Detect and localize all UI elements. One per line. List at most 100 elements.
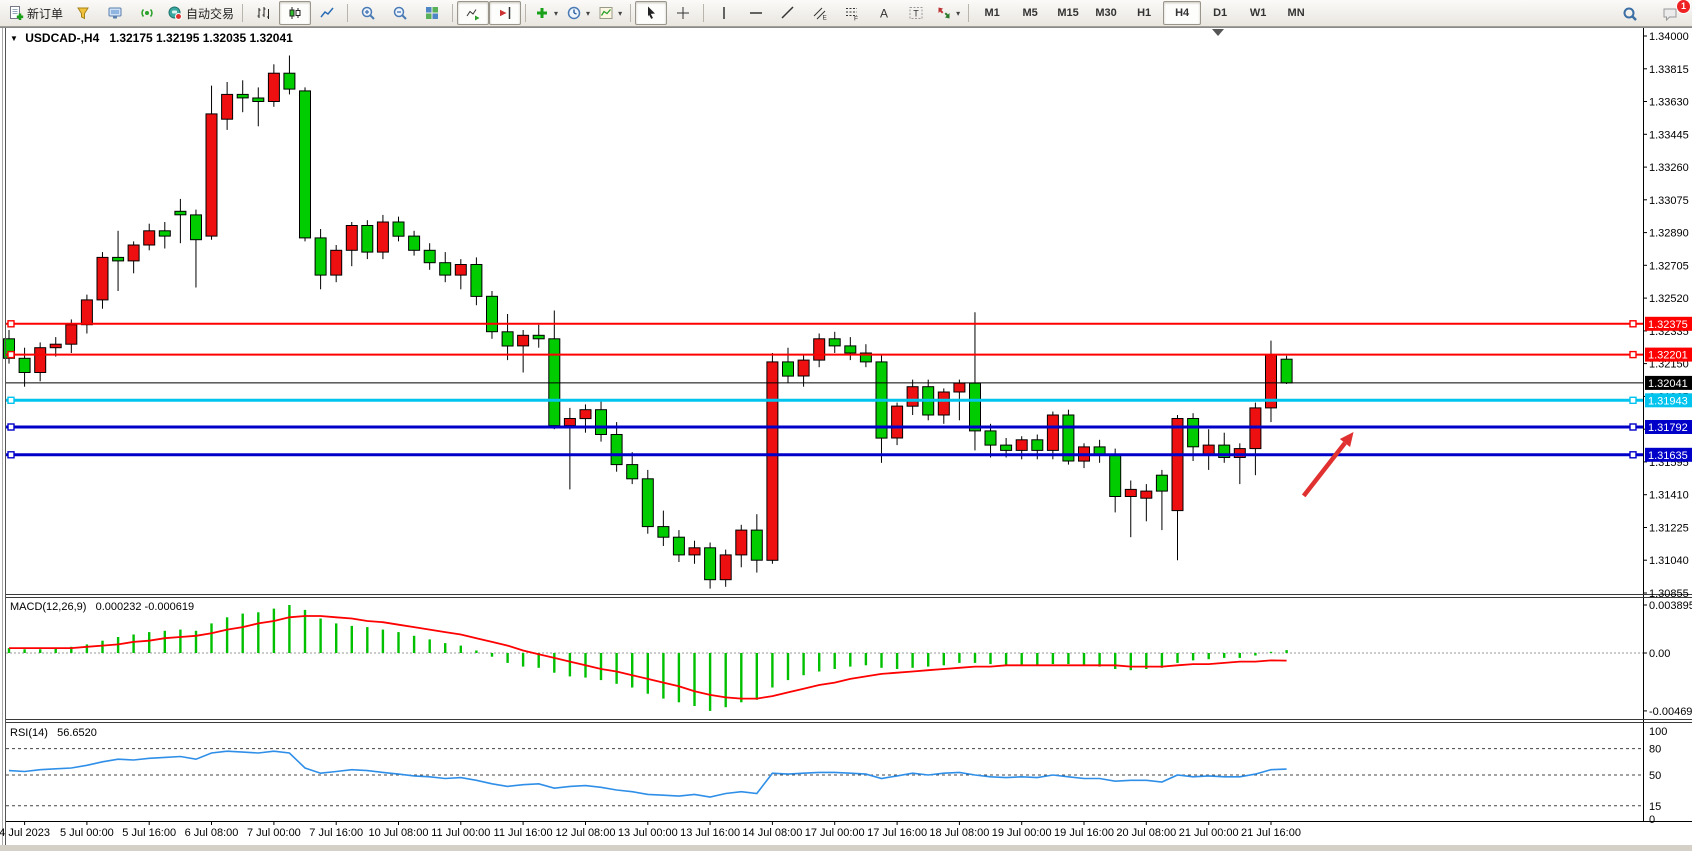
svg-text:11 Jul 16:00: 11 Jul 16:00 [494,827,553,839]
svg-text:F: F [854,16,858,22]
crosshair-icon [677,7,690,19]
indicators-button[interactable]: ▾ [530,1,562,25]
svg-text:18 Jul 08:00: 18 Jul 08:00 [929,827,989,839]
svg-text:1.31943: 1.31943 [1648,395,1688,407]
cone-icon [77,7,89,20]
svg-text:E: E [823,15,828,22]
horizontal-line-objects[interactable] [6,320,1643,459]
svg-text:6 Jul 08:00: 6 Jul 08:00 [185,827,239,839]
arrows-button[interactable]: ▾ [932,1,964,25]
autotrading-button[interactable]: 自动交易 [163,1,238,25]
notifications-button[interactable]: 1 [1654,0,1691,26]
svg-text:0.00: 0.00 [1649,648,1670,660]
timeframe-M15-button[interactable]: M15 [1057,7,1079,19]
zoom-in-icon [361,6,375,20]
svg-text:1.31225: 1.31225 [1649,523,1689,535]
templates-button[interactable]: ▾ [594,1,626,25]
timeframe-H4-button[interactable]: H4 [1163,1,1202,25]
svg-text:19 Jul 16:00: 19 Jul 16:00 [1054,827,1114,839]
shift-icon [500,7,511,19]
macd-pane-label: MACD(12,26,9) 0.000232 -0.000619 [10,601,194,613]
signals-button[interactable] [131,1,163,25]
candles-icon [289,7,301,19]
candlestick-mode-button[interactable] [279,1,312,25]
trend-arrow-annotation[interactable] [1301,431,1354,498]
pane-borders [0,27,1692,845]
svg-text:11 Jul 00:00: 11 Jul 00:00 [431,827,490,839]
svg-text:19 Jul 00:00: 19 Jul 00:00 [992,827,1052,839]
svg-text:5 Jul 00:00: 5 Jul 00:00 [60,827,114,839]
timeframe-M30-button[interactable]: M30 [1095,7,1117,19]
text-button[interactable]: A [868,1,900,25]
rsi-pane-label: RSI(14) 56.6520 [10,727,97,739]
cursor-icon [648,6,656,19]
dropdown-caret-icon: ▾ [586,8,591,18]
timeframe-MN-button[interactable]: MN [1287,7,1305,19]
svg-text:100: 100 [1649,726,1667,738]
vertical-line-button[interactable] [708,1,740,25]
timeframe-M1-button[interactable]: M1 [984,7,1000,19]
svg-text:15: 15 [1649,801,1661,813]
chart-shift-button[interactable] [489,1,522,25]
line-icon [320,7,334,18]
autoscroll-icon [466,9,480,21]
svg-text:1.33630: 1.33630 [1649,97,1689,109]
auto-scroll-button[interactable] [457,1,490,25]
text-label-button[interactable]: T [900,1,932,25]
svg-text:1.33815: 1.33815 [1649,64,1689,76]
rsi-line [8,750,1287,798]
chart-profile-button[interactable] [99,1,131,25]
svg-text:5 Jul 16:00: 5 Jul 16:00 [122,827,176,839]
svg-text:1.32201: 1.32201 [1648,350,1688,362]
macd-indicator-values: 0.000232 -0.000619 [95,601,195,613]
horizontal-line-button[interactable] [740,1,772,25]
zoom-out-icon [393,6,407,20]
svg-text:1.33075: 1.33075 [1649,195,1689,207]
text-a-icon: A [880,7,888,21]
svg-text:1.32041: 1.32041 [1648,378,1688,390]
svg-text:20 Jul 08:00: 20 Jul 08:00 [1116,827,1176,839]
zoom-out-button[interactable] [384,1,416,25]
chart-window-title: ▼ USDCAD-,H4 1.32175 1.32195 1.32035 1.3… [10,31,293,45]
arrows-icon [938,7,950,19]
periods-button[interactable]: ▾ [562,1,594,25]
chart-shift-marker[interactable] [1212,29,1224,36]
svg-text:12 Jul 08:00: 12 Jul 08:00 [556,827,616,839]
toolbar-separator [630,4,632,22]
svg-text:13 Jul 16:00: 13 Jul 16:00 [680,827,740,839]
macd-indicator-name: MACD(12,26,9) [10,601,87,613]
svg-text:1.31635: 1.31635 [1648,450,1688,462]
svg-text:10 Jul 08:00: 10 Jul 08:00 [369,827,429,839]
tile-windows-button[interactable] [416,1,448,25]
line-chart-mode-button[interactable] [311,1,343,25]
timeframe-W1-button[interactable]: W1 [1249,7,1267,19]
equidistant-channel-button[interactable]: E [804,1,836,25]
zoom-in-button[interactable] [352,1,384,25]
svg-text:50: 50 [1649,770,1661,782]
svg-text:21 Jul 16:00: 21 Jul 16:00 [1241,827,1301,839]
crosshair-button[interactable] [667,1,699,25]
rsi-pane: 100 80 50 150 [6,726,1667,826]
timeframe-D1-button[interactable]: D1 [1213,7,1228,19]
cursor-button[interactable] [635,1,668,25]
svg-text:1.32890: 1.32890 [1649,228,1689,240]
new-order-button[interactable]: 新订单 [4,1,67,25]
timeframe-H1-button[interactable]: H1 [1137,7,1152,19]
search-button[interactable] [1614,2,1646,26]
styler-button[interactable] [67,1,99,25]
svg-text:1.32375: 1.32375 [1648,319,1688,331]
trendline-button[interactable] [772,1,804,25]
price-line-badges: 1.32375 1.32201 1.32041 1.31943 1.31792 1.316… [1645,316,1692,462]
svg-text:17 Jul 00:00: 17 Jul 00:00 [805,827,865,839]
template-icon [599,7,613,19]
bar-chart-mode-button[interactable] [247,1,279,25]
fibonacci-button[interactable]: F [836,1,868,25]
svg-text:0.003895: 0.003895 [1649,600,1692,612]
timeframe-M5-button[interactable]: M5 [1022,7,1038,19]
main-toolbar: 新订单 自动交易 ▾ ▾ ▾ E F A T ▾ M1 M5 M15 M30 H1 H4 D1 W1 MN [0,0,1692,27]
chart-menu-triangle-icon[interactable]: ▼ [10,34,18,43]
bars-icon [257,7,270,19]
svg-text:1.31410: 1.31410 [1649,490,1689,502]
